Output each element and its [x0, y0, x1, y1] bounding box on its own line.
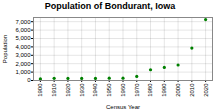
svg-text:1960: 1960	[120, 83, 126, 97]
svg-text:1920: 1920	[65, 83, 71, 97]
svg-text:1970: 1970	[134, 83, 140, 97]
svg-text:Population: Population	[2, 35, 8, 63]
svg-text:6,000: 6,000	[15, 27, 31, 33]
svg-text:1910: 1910	[51, 83, 57, 97]
svg-text:1940: 1940	[92, 83, 98, 97]
svg-text:1,000: 1,000	[15, 69, 31, 75]
svg-text:1930: 1930	[79, 83, 85, 97]
svg-text:1950: 1950	[106, 83, 112, 97]
svg-text:1990: 1990	[161, 83, 167, 97]
svg-text:3,000: 3,000	[15, 52, 31, 58]
svg-text:1980: 1980	[147, 83, 153, 97]
svg-text:0: 0	[27, 77, 31, 83]
svg-text:5,000: 5,000	[15, 35, 31, 41]
html-text:Population of Bondurant, Iowa: Population of Bondurant, Iowa	[44, 1, 176, 11]
svg-text:2020: 2020	[203, 83, 209, 97]
svg-text:2000: 2000	[175, 83, 181, 97]
svg-text:4,000: 4,000	[15, 44, 31, 50]
svg-text:7,000: 7,000	[15, 19, 31, 25]
svg-text:Census Year: Census Year	[106, 104, 140, 110]
svg-text:2010: 2010	[189, 83, 195, 97]
svg-text:1900: 1900	[37, 83, 43, 97]
svg-text:2,000: 2,000	[15, 61, 31, 67]
